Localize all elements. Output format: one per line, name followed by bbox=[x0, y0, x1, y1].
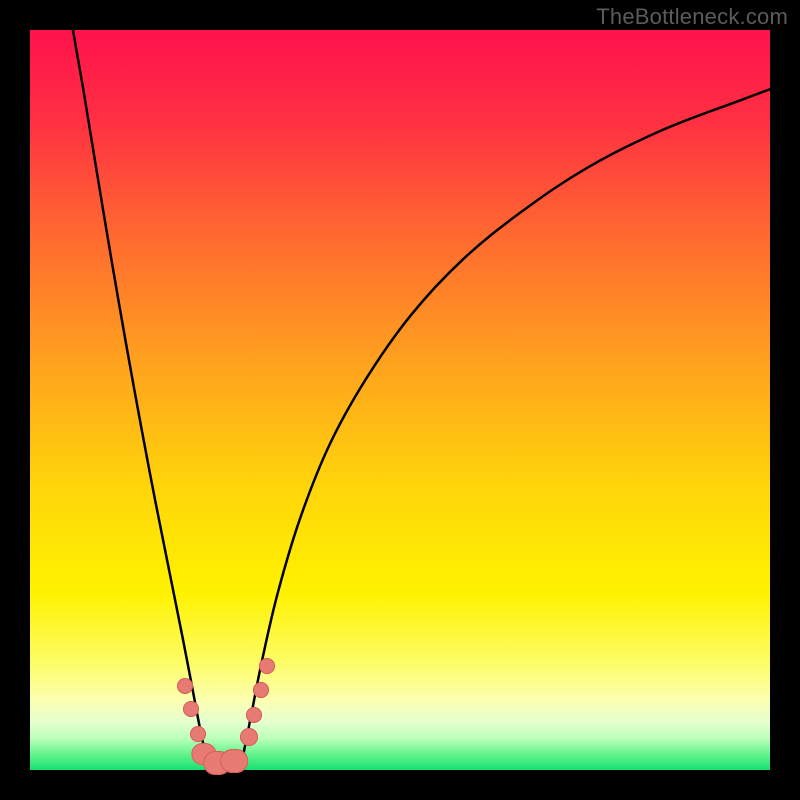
data-marker bbox=[240, 728, 258, 746]
data-marker bbox=[246, 707, 262, 723]
data-marker bbox=[183, 701, 199, 717]
watermark-text: TheBottleneck.com bbox=[596, 4, 788, 30]
bottleneck-curve bbox=[30, 30, 770, 770]
data-marker bbox=[220, 749, 248, 773]
data-marker bbox=[190, 726, 206, 742]
data-marker bbox=[253, 682, 269, 698]
plot-area bbox=[30, 30, 770, 770]
data-marker bbox=[259, 658, 275, 674]
data-marker bbox=[177, 678, 193, 694]
chart-frame: TheBottleneck.com bbox=[0, 0, 800, 800]
